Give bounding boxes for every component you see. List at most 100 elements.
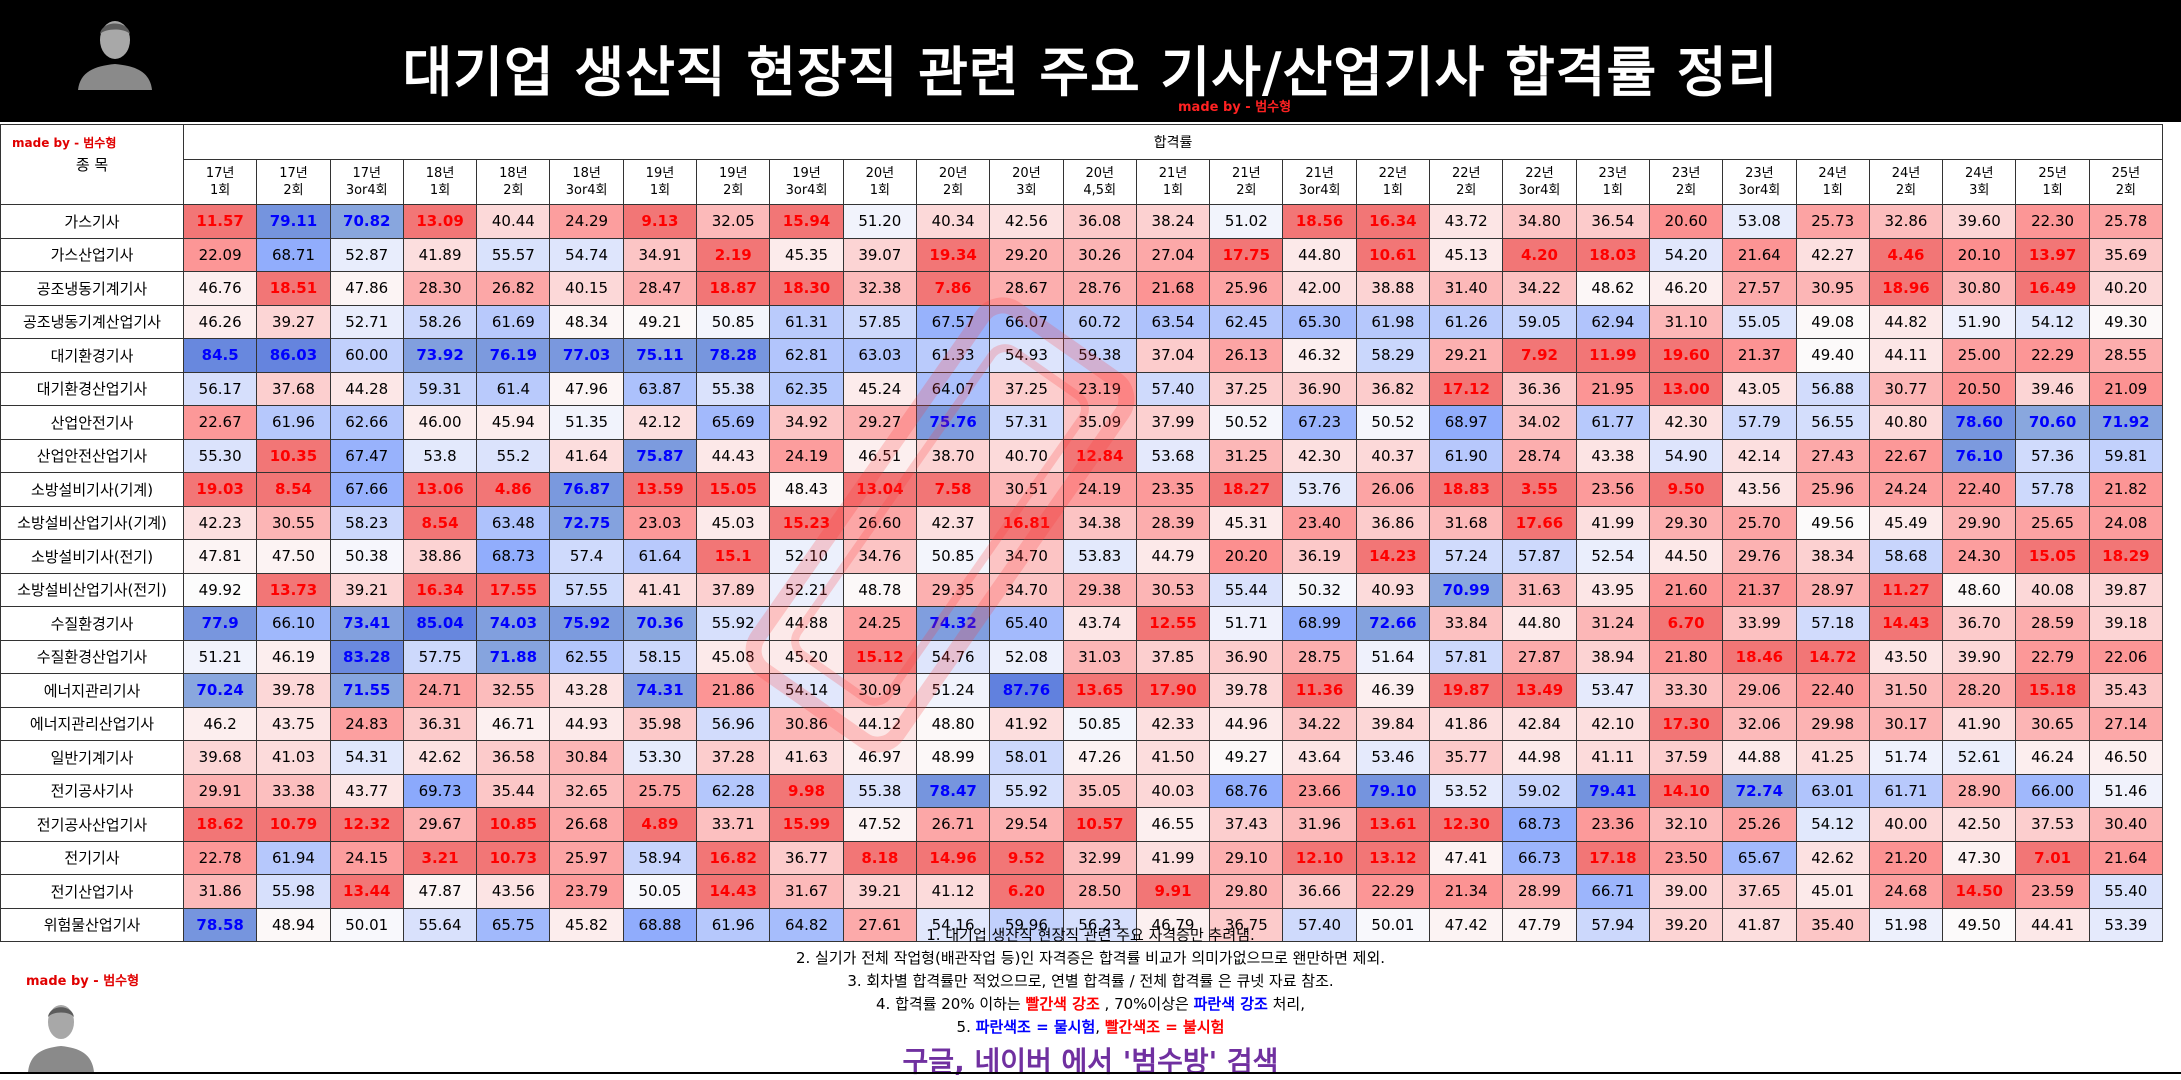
pass-rate-cell: 29.67: [402, 807, 478, 842]
pass-rate-cell: 29.90: [1942, 505, 2017, 540]
pass-rate-cell: 68.73: [476, 539, 551, 574]
table-row: 대기환경기사 84.5 86.03 60.00 73.92 76.19 77.03 75.11…: [0, 338, 2164, 373]
pass-rate-cell: 50.85: [915, 539, 991, 574]
round-column-header: 23년 1회: [1575, 159, 1650, 205]
pass-rate-cell: 32.06: [1722, 706, 1797, 741]
pass-rate-cell: 62.45: [1209, 304, 1284, 339]
pass-rate-cell: 21.80: [1648, 639, 1724, 674]
pass-rate-cell: 7.01: [2015, 840, 2090, 875]
round-column-header: 19년 3or4회: [769, 159, 844, 205]
pass-rate-cell: 39.18: [2088, 606, 2164, 641]
pass-rate-cell: 4.89: [622, 807, 698, 842]
pass-rate-cell: 72.66: [1355, 606, 1431, 641]
pass-rate-cell: 68.71: [256, 237, 331, 272]
pass-rate-cell: 44.11: [1868, 338, 1944, 373]
pass-rate-cell: 14.50: [1942, 874, 2017, 909]
pass-rate-cell: 21.34: [1429, 874, 1504, 909]
pass-rate-cell: 55.57: [476, 237, 551, 272]
pass-rate-cell: 30.51: [989, 472, 1064, 507]
pass-rate-cell: 41.64: [549, 438, 624, 473]
pass-rate-cell: 68.99: [1282, 606, 1357, 641]
pass-rate-cell: 40.20: [2088, 271, 2164, 306]
pass-rate-cell: 10.79: [256, 807, 331, 842]
pass-rate-cell: 61.71: [1868, 773, 1944, 808]
pass-rate-cell: 63.54: [1135, 304, 1211, 339]
pass-rate-cell: 54.12: [1795, 807, 1870, 842]
pass-rate-cell: 25.00: [1942, 338, 2017, 373]
pass-rate-cell: 58.15: [622, 639, 698, 674]
pass-rate-cell: 57.18: [1795, 606, 1870, 641]
pass-rate-cell: 40.80: [1868, 405, 1944, 440]
pass-rate-cell: 87.76: [989, 673, 1064, 708]
pass-rate-cell: 42.50: [1942, 807, 2017, 842]
pass-rate-cell: 24.19: [769, 438, 844, 473]
pass-rate-cell: 61.33: [915, 338, 991, 373]
pass-rate-cell: 45.49: [1868, 505, 1944, 540]
pass-rate-cell: 37.53: [2015, 807, 2090, 842]
exam-name: 산업안전기사: [0, 405, 184, 440]
pass-rate-cell: 36.90: [1282, 371, 1357, 406]
pass-rate-cell: 44.43: [696, 438, 771, 473]
pass-rate-cell: 25.26: [1722, 807, 1797, 842]
round-column-header: 20년 3회: [989, 159, 1064, 205]
round-column-header: 22년 3or4회: [1502, 159, 1577, 205]
pass-rate-cell: 54.74: [549, 237, 624, 272]
pass-rate-cell: 45.82: [549, 907, 624, 942]
pass-rate-cell: 43.38: [1575, 438, 1650, 473]
pass-rate-cell: 44.98: [1502, 740, 1577, 775]
pass-rate-cell: 42.62: [1795, 840, 1870, 875]
pass-rate-cell: 10.61: [1355, 237, 1431, 272]
pass-rate-cell: 51.24: [915, 673, 991, 708]
round-column-header: 21년 2회: [1209, 159, 1284, 205]
pass-rate-cell: 25.97: [549, 840, 624, 875]
pass-rate-cell: 65.67: [1722, 840, 1797, 875]
pass-rate-cell: 60.00: [329, 338, 404, 373]
person-avatar-icon: [28, 1005, 94, 1072]
table-row: 수질환경기사 77.9 66.10 73.41 85.04 74.03 75.92 70.36…: [0, 606, 2164, 641]
pass-rate-cell: 22.79: [2015, 639, 2090, 674]
pass-rate-cell: 9.98: [769, 773, 844, 808]
pass-rate-cell: 19.87: [1429, 673, 1504, 708]
round-column-header: 20년 2회: [915, 159, 991, 205]
pass-rate-cell: 20.50: [1942, 371, 2017, 406]
pass-rate-cell: 41.86: [1429, 706, 1504, 741]
pass-rate-table: 종 목 합격률 17년 1회 17년 2회 17년 3or4회 18년 1회 18년 2회 18년 3or…: [0, 124, 2164, 942]
pass-rate-cell: 50.52: [1355, 405, 1431, 440]
pass-rate-cell: 44.41: [2015, 907, 2090, 942]
pass-rate-cell: 67.47: [329, 438, 404, 473]
pass-rate-cell: 44.88: [1722, 740, 1797, 775]
pass-rate-cell: 37.04: [1135, 338, 1211, 373]
pass-rate-cell: 46.55: [1135, 807, 1211, 842]
exam-name: 전기공사산업기사: [0, 807, 184, 842]
pass-rate-cell: 18.51: [256, 271, 331, 306]
pass-rate-cell: 47.42: [1429, 907, 1504, 942]
pass-rate-cell: 37.59: [1648, 740, 1724, 775]
pass-rate-cell: 35.05: [1062, 773, 1137, 808]
pass-rate-cell: 24.83: [329, 706, 404, 741]
pass-rate-cell: 59.31: [402, 371, 478, 406]
pass-rate-cell: 10.57: [1062, 807, 1137, 842]
pass-rate-cell: 44.80: [1282, 237, 1357, 272]
pass-rate-cell: 26.82: [476, 271, 551, 306]
pass-rate-cell: 13.09: [402, 204, 478, 239]
pass-rate-cell: 29.06: [1722, 673, 1797, 708]
round-column-header: 19년 2회: [696, 159, 771, 205]
pass-rate-cell: 41.25: [1795, 740, 1870, 775]
pass-rate-cell: 34.76: [842, 539, 917, 574]
pass-rate-cell: 22.40: [1942, 472, 2017, 507]
pass-rate-cell: 43.50: [1868, 639, 1944, 674]
pass-rate-cell: 26.71: [915, 807, 991, 842]
pass-rate-cell: 29.76: [1722, 539, 1797, 574]
table-row: 전기산업기사 31.86 55.98 13.44 47.87 43.56 23.79 50.0…: [0, 874, 2164, 909]
pass-rate-cell: 13.00: [1648, 371, 1724, 406]
pass-rate-cell: 36.08: [1062, 204, 1137, 239]
pass-rate-cell: 35.98: [622, 706, 698, 741]
pass-rate-cell: 47.86: [329, 271, 404, 306]
round-column-header: 18년 2회: [476, 159, 551, 205]
pass-rate-cell: 21.37: [1722, 572, 1797, 607]
pass-rate-cell: 48.60: [1942, 572, 2017, 607]
table-row: 대기환경산업기사 56.17 37.68 44.28 59.31 61.4 47.96 63.…: [0, 371, 2164, 406]
pass-rate-cell: 45.35: [769, 237, 844, 272]
pass-rate-cell: 47.96: [549, 371, 624, 406]
pass-rate-cell: 25.73: [1795, 204, 1870, 239]
